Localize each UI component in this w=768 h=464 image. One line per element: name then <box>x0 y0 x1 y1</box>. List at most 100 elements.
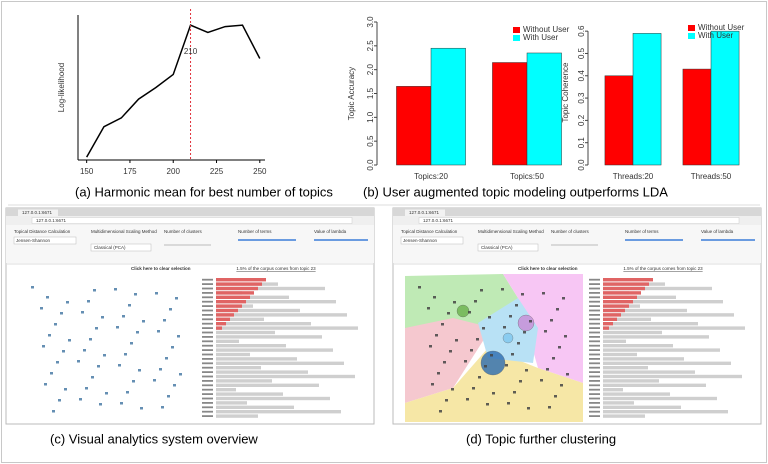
topic-point <box>529 320 532 323</box>
topic-point <box>169 308 172 311</box>
term-bar <box>216 370 308 374</box>
topic-point <box>134 293 137 296</box>
topic-point <box>505 364 508 367</box>
term-bar-topic <box>603 313 621 317</box>
topic-point <box>429 345 432 348</box>
topic-point <box>68 339 71 342</box>
term-bar <box>603 352 637 357</box>
line <box>86 24 261 158</box>
term-bar-topic <box>603 326 609 330</box>
y-tick-label: 0.0 <box>366 159 375 171</box>
topic-point <box>418 286 421 289</box>
term-label <box>589 353 600 356</box>
term-label <box>202 380 213 382</box>
term-bar-topic <box>603 291 641 295</box>
term-bar-topic <box>603 282 649 286</box>
term-label <box>589 366 600 369</box>
caption: (b) User augmented topic modeling outper… <box>363 184 668 199</box>
topic-point <box>124 353 127 356</box>
topic-point <box>560 384 563 387</box>
topic-point <box>54 323 57 326</box>
clear-link: Click here to clear selection <box>518 266 578 271</box>
topic-point <box>155 292 158 295</box>
topic-point <box>177 335 180 338</box>
term-label <box>589 393 600 395</box>
term-label <box>589 336 600 338</box>
topic-point <box>114 288 117 291</box>
term-label <box>589 309 600 312</box>
value: Classical (PCA) <box>94 245 126 250</box>
term-bar <box>216 405 294 409</box>
topic-point <box>507 402 510 405</box>
term-label <box>202 287 213 290</box>
topic-point <box>540 379 543 382</box>
term-bar <box>603 410 728 414</box>
topic-point <box>163 319 166 322</box>
address-bar <box>31 217 353 224</box>
topic-point <box>466 398 469 401</box>
term-label <box>589 375 600 378</box>
topic-point <box>527 407 530 410</box>
term-label <box>202 397 213 400</box>
y-tick-label: 3.0 <box>366 16 375 28</box>
term-bar <box>603 392 670 396</box>
tab-title: 127.0.0.1:6671 <box>409 210 440 215</box>
term-label <box>589 410 600 413</box>
term-label <box>589 349 600 351</box>
label: Multidimensional Scaling Method <box>91 229 157 234</box>
term-label <box>589 340 600 343</box>
term-bar <box>603 322 698 326</box>
term-label <box>202 336 213 338</box>
term-label <box>202 375 213 378</box>
topic-point <box>513 391 516 394</box>
term-label <box>589 300 600 303</box>
term-label <box>589 318 600 321</box>
term-label <box>589 358 600 360</box>
topic-point <box>136 331 139 334</box>
term-bar-topic <box>216 317 230 321</box>
caption: (c) Visual analytics system overview <box>50 431 258 446</box>
term-bar <box>603 357 684 361</box>
topic-point <box>122 315 125 318</box>
topic-point <box>525 369 528 372</box>
y-tick-label: 0.0 <box>577 159 586 171</box>
topic-point <box>472 387 475 390</box>
topic-point <box>50 372 53 375</box>
term-bar <box>216 339 239 343</box>
term-label <box>589 344 600 347</box>
value: Jensen-Shannon <box>403 238 438 243</box>
y-tick-label: 0.5 <box>366 135 375 147</box>
topic-point <box>138 369 141 372</box>
term-bar-topic <box>603 304 629 308</box>
topic-point <box>31 286 34 289</box>
term-label <box>589 371 600 373</box>
topic-point <box>77 360 80 363</box>
term-bar <box>216 313 347 317</box>
marker-label: 210 <box>184 47 198 56</box>
term-label <box>589 314 600 316</box>
term-bar <box>216 357 297 361</box>
term-bar <box>603 317 651 321</box>
legend-swatch <box>688 33 695 39</box>
term-label <box>202 388 213 391</box>
topic-point <box>476 338 479 341</box>
topic-point <box>95 327 98 330</box>
term-bar <box>216 286 325 291</box>
label: Topical Distance Calculation <box>14 229 71 234</box>
term-label <box>202 358 213 360</box>
term-label <box>589 292 600 294</box>
topic-circle <box>456 304 470 318</box>
topic-point <box>64 388 67 391</box>
term-label <box>589 278 600 281</box>
address: 127.0.0.1:6671 <box>423 218 454 223</box>
select <box>90 243 152 252</box>
term-bar-topic <box>216 322 226 326</box>
term-bar <box>216 410 341 414</box>
tab <box>405 209 445 216</box>
term-label <box>202 402 213 404</box>
term-bar <box>216 308 300 313</box>
term-label <box>202 406 213 409</box>
term-label <box>589 415 600 417</box>
topic-point <box>443 361 446 364</box>
topic-point <box>66 301 69 304</box>
